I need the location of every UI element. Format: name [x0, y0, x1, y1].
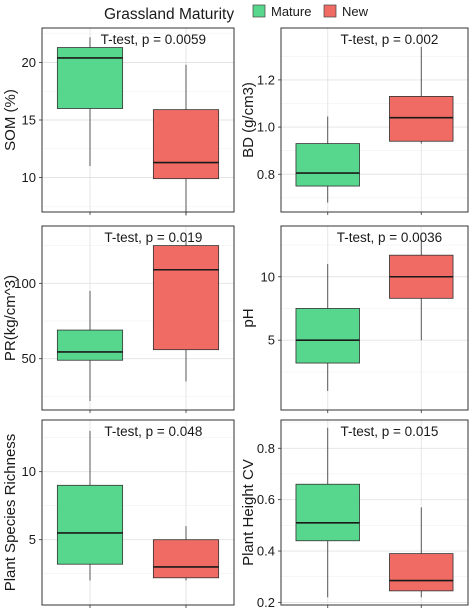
- box-new: [389, 238, 454, 341]
- legend-swatch-new: [323, 4, 337, 18]
- y-axis-label: Plant Height CV: [240, 459, 257, 566]
- panel-border: [41, 419, 235, 606]
- y-tick-label: 0.6: [257, 492, 275, 507]
- y-tick-label: 100: [14, 276, 36, 291]
- y-tick-label: 10: [261, 269, 275, 284]
- y-tick-label: 10: [22, 464, 36, 479]
- panel-border: [41, 225, 235, 411]
- y-tick-label: 15: [22, 113, 36, 128]
- box-iqr: [295, 143, 360, 187]
- y-axis-label: BD (g/cm3): [240, 82, 257, 158]
- box-new: [152, 526, 220, 581]
- y-tick-label: 20: [22, 55, 36, 70]
- y-axis-label: SOM (%): [2, 89, 19, 151]
- legend-title: Grassland Maturity: [104, 6, 234, 23]
- y-axis-label: PR(kg/cm^3): [2, 275, 19, 361]
- box-mature: [295, 264, 360, 391]
- y-tick-label: 50: [22, 351, 36, 366]
- box-new: [389, 46, 454, 144]
- ttest-annotation: T-test, p = 0.015: [340, 424, 438, 439]
- ttest-annotation: T-test, p = 0.048: [104, 424, 202, 439]
- legend-label-mature: Mature: [271, 4, 311, 19]
- box-iqr: [56, 484, 124, 565]
- box-iqr: [389, 553, 454, 592]
- box-iqr: [56, 47, 124, 109]
- panel-3: 50 100 T-test, p = 0.019 PR(kg/cm^3): [2, 225, 235, 413]
- y-tick-label: 1.2: [257, 72, 275, 87]
- panel-6: 0.2 0.4 0.6 0.8 T-test, p = 0.015 Plant Heigh…: [240, 419, 469, 610]
- panel-border: [280, 225, 469, 411]
- box-new: [152, 235, 220, 382]
- y-tick-label: 0.2: [257, 595, 275, 610]
- box-iqr: [295, 483, 360, 542]
- ttest-annotation: T-test, p = 0.002: [340, 32, 438, 47]
- box-iqr: [56, 329, 124, 361]
- box-iqr: [389, 96, 454, 142]
- box-mature: [56, 430, 124, 581]
- legend-label-new: New: [342, 4, 369, 19]
- box-iqr: [152, 539, 220, 579]
- panel-2: 0.8 1.0 1.2 T-test, p = 0.002 BD (g/cm3): [240, 27, 469, 215]
- panel-4: 5 10 T-test, p = 0.0036 pH: [240, 225, 469, 413]
- ttest-annotation: T-test, p = 0.0036: [337, 230, 442, 245]
- y-tick-label: 0.8: [257, 167, 275, 182]
- y-axis-label: Plant Species Richness: [2, 434, 19, 592]
- box-new: [152, 64, 220, 216]
- y-tick-label: 10: [22, 170, 36, 185]
- box-new: [389, 507, 454, 598]
- box-iqr: [152, 109, 220, 180]
- legend-swatch-mature: [252, 4, 266, 18]
- panel-5: 5 10 T-test, p = 0.048 Plant Species Richne…: [2, 419, 235, 608]
- y-tick-label: 5: [268, 333, 275, 348]
- box-mature: [295, 427, 360, 598]
- panel-1: 10 15 20 T-test, p = 0.0059 SOM (%): [2, 27, 235, 216]
- box-iqr: [152, 245, 220, 351]
- y-tick-label: 5: [29, 532, 36, 547]
- y-tick-label: 1.0: [257, 120, 275, 135]
- box-mature: [56, 37, 124, 166]
- box-mature: [56, 290, 124, 401]
- box-iqr: [295, 308, 360, 364]
- panel-border: [280, 27, 469, 213]
- panel-border: [280, 419, 469, 606]
- ttest-annotation: T-test, p = 0.0059: [101, 32, 206, 47]
- ttest-annotation: T-test, p = 0.019: [104, 230, 202, 245]
- legend: Grassland Maturity Mature New: [104, 4, 369, 23]
- y-tick-label: 0.8: [257, 441, 275, 456]
- y-tick-label: 0.4: [257, 544, 275, 559]
- box-mature: [295, 116, 360, 203]
- y-axis-label: pH: [240, 308, 257, 327]
